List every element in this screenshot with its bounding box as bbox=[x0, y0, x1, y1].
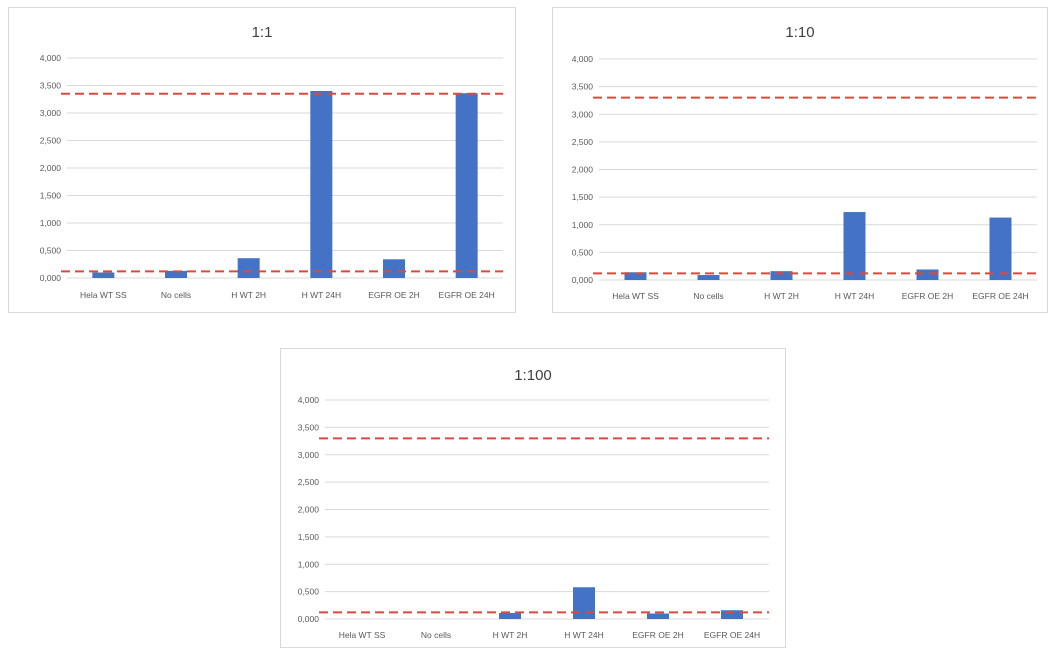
category-label: H WT 2H bbox=[231, 290, 266, 300]
y-tick-label: 0,000 bbox=[40, 273, 62, 283]
category-label: EGFR OE 2H bbox=[632, 630, 683, 640]
chart-panel-1-1: 1:1 0,000 0,500 1,000 1,500 2,000 2,500 3,000 3,… bbox=[8, 7, 516, 313]
y-tick-label: 4,000 bbox=[40, 53, 62, 63]
chart-svg: 1:1 0,000 0,500 1,000 1,500 2,000 2,500 3,000 3,… bbox=[40, 24, 503, 300]
bar bbox=[499, 612, 521, 619]
bar bbox=[989, 217, 1012, 280]
category-label: H WT 2H bbox=[493, 630, 528, 640]
category-label: No cells bbox=[161, 290, 191, 300]
category-label: H WT 24H bbox=[302, 290, 342, 300]
bar bbox=[647, 613, 669, 619]
chart-svg: 1:10 0,000 0,500 1,000 1,500 2,000 2,500 3,000 3… bbox=[572, 24, 1037, 301]
y-tick-label: 0,000 bbox=[298, 614, 320, 624]
y-tick-label: 3,500 bbox=[572, 82, 594, 92]
bar bbox=[573, 587, 595, 619]
category-label: H WT 24H bbox=[835, 291, 875, 301]
bar bbox=[165, 270, 187, 278]
bar bbox=[697, 275, 720, 280]
bar bbox=[721, 610, 743, 619]
y-tick-label: 3,000 bbox=[40, 108, 62, 118]
y-tick-label: 1,000 bbox=[298, 559, 320, 569]
bar bbox=[92, 272, 115, 278]
y-tick-label: 2,000 bbox=[40, 163, 62, 173]
y-tick-label: 1,500 bbox=[40, 191, 62, 201]
bar bbox=[383, 259, 405, 278]
category-label: Hela WT SS bbox=[339, 630, 386, 640]
bar bbox=[237, 258, 260, 278]
y-tick-label: 2,500 bbox=[40, 136, 62, 146]
y-tick-label: 3,500 bbox=[298, 422, 320, 432]
y-tick-label: 3,000 bbox=[298, 450, 320, 460]
y-tick-label: 2,500 bbox=[572, 137, 594, 147]
category-label: EGFR OE 24H bbox=[704, 630, 760, 640]
y-tick-label: 1,500 bbox=[572, 192, 594, 202]
y-tick-label: 0,500 bbox=[572, 247, 594, 257]
category-label: No cells bbox=[421, 630, 451, 640]
chart-title: 1:10 bbox=[785, 24, 814, 41]
bar bbox=[624, 272, 647, 280]
category-label: No cells bbox=[693, 291, 723, 301]
y-tick-label: 2,500 bbox=[298, 477, 320, 487]
y-tick-label: 4,000 bbox=[572, 54, 594, 64]
y-tick-label: 1,500 bbox=[298, 532, 320, 542]
chart-panel-1-10: 1:10 0,000 0,500 1,000 1,500 2,000 2,500 3,000 3… bbox=[552, 7, 1048, 313]
bar bbox=[455, 93, 478, 278]
category-label: EGFR OE 2H bbox=[902, 291, 953, 301]
y-tick-label: 2,000 bbox=[572, 165, 594, 175]
y-tick-label: 1,000 bbox=[40, 218, 62, 228]
bar bbox=[770, 271, 793, 280]
bar bbox=[310, 91, 333, 278]
y-tick-label: 0,500 bbox=[40, 246, 62, 256]
category-label: EGFR OE 2H bbox=[368, 290, 419, 300]
y-tick-label: 0,000 bbox=[572, 275, 594, 285]
category-label: H WT 24H bbox=[564, 630, 604, 640]
category-label: EGFR OE 24H bbox=[972, 291, 1028, 301]
y-tick-label: 0,500 bbox=[298, 587, 320, 597]
y-tick-label: 4,000 bbox=[298, 395, 320, 405]
category-label: H WT 2H bbox=[764, 291, 799, 301]
bar bbox=[843, 212, 866, 280]
chart-title: 1:100 bbox=[514, 367, 552, 384]
category-label: Hela WT SS bbox=[80, 290, 127, 300]
category-label: EGFR OE 24H bbox=[439, 290, 495, 300]
y-tick-label: 3,000 bbox=[572, 109, 594, 119]
chart-panel-1-100: 1:100 0,000 0,500 1,000 1,500 2,000 2,500 3,000… bbox=[280, 348, 786, 648]
chart-svg: 1:100 0,000 0,500 1,000 1,500 2,000 2,500 3,000… bbox=[298, 367, 769, 640]
y-tick-label: 3,500 bbox=[40, 81, 62, 91]
chart-title: 1:1 bbox=[252, 24, 273, 41]
y-tick-label: 1,000 bbox=[572, 220, 594, 230]
y-tick-label: 2,000 bbox=[298, 505, 320, 515]
bar bbox=[916, 269, 939, 280]
category-label: Hela WT SS bbox=[612, 291, 659, 301]
